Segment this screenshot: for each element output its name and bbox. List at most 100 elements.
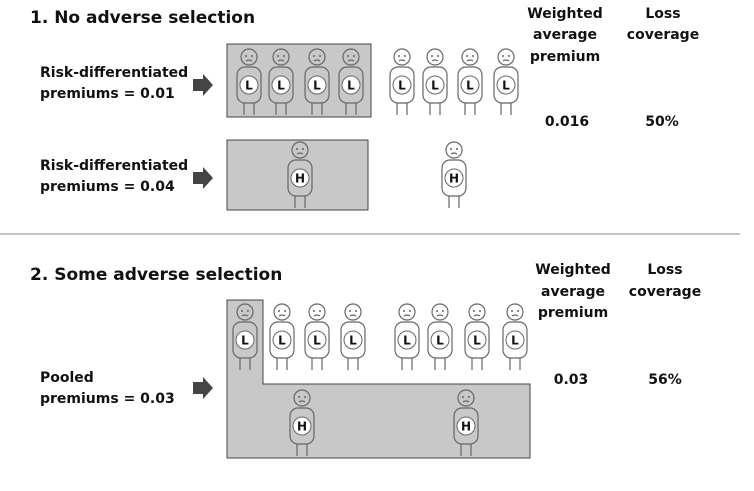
person: L — [464, 303, 490, 370]
body — [287, 159, 313, 197]
row-label: Risk-differentiated — [40, 158, 188, 174]
body — [464, 321, 490, 359]
person: H — [441, 141, 467, 208]
eye — [409, 310, 411, 312]
person: H — [453, 389, 479, 456]
badge — [307, 330, 327, 350]
risk-label: L — [398, 79, 406, 93]
risk-label: L — [347, 79, 355, 93]
mouth — [398, 59, 406, 62]
person: L — [422, 48, 448, 115]
row-label: Risk-differentiated — [40, 65, 188, 81]
person: L — [389, 48, 415, 115]
head — [291, 141, 309, 159]
head — [431, 303, 449, 321]
person: L — [236, 48, 262, 115]
person: L — [457, 48, 483, 115]
mouth — [473, 314, 481, 317]
risk-label: H — [297, 420, 307, 434]
person: H — [289, 389, 315, 456]
risk-label: L — [403, 334, 411, 348]
risk-label: L — [245, 79, 253, 93]
eye — [347, 55, 349, 57]
head — [293, 389, 311, 407]
person: L — [268, 48, 294, 115]
body — [457, 66, 483, 104]
head — [342, 48, 360, 66]
body — [304, 321, 330, 359]
risk-label: L — [349, 334, 357, 348]
badge — [496, 75, 516, 95]
column-header: Loss — [647, 262, 682, 278]
loss-coverage: 56% — [648, 372, 682, 388]
badge — [467, 330, 487, 350]
eye — [277, 55, 279, 57]
body — [289, 407, 315, 445]
person: L — [427, 303, 453, 370]
badge — [272, 330, 292, 350]
eye — [442, 310, 444, 312]
weighted-premium: 0.016 — [545, 114, 589, 130]
column-header: Loss — [645, 6, 680, 22]
eye — [313, 55, 315, 57]
row-label: premiums = 0.01 — [40, 86, 175, 102]
mouth — [298, 400, 306, 403]
eye — [398, 55, 400, 57]
person: L — [493, 48, 519, 115]
arrow — [193, 377, 213, 399]
person: L — [340, 303, 366, 370]
eye — [468, 396, 470, 398]
head — [398, 303, 416, 321]
person: L — [338, 48, 364, 115]
person: H — [287, 141, 313, 208]
mouth — [403, 314, 411, 317]
body — [453, 407, 479, 445]
eye — [517, 310, 519, 312]
column-header: premium — [530, 49, 600, 65]
head — [461, 48, 479, 66]
badge — [392, 75, 412, 95]
eye — [251, 55, 253, 57]
person: L — [304, 48, 330, 115]
risk-label: L — [313, 334, 321, 348]
row-label: premiums = 0.04 — [40, 179, 175, 195]
arrow — [193, 167, 213, 189]
row-label: premiums = 0.03 — [40, 391, 175, 407]
risk-label: L — [313, 79, 321, 93]
risk-label: L — [436, 334, 444, 348]
eye — [278, 310, 280, 312]
head — [236, 303, 254, 321]
risk-label: H — [295, 172, 305, 186]
eye — [241, 310, 243, 312]
eye — [437, 55, 439, 57]
eye — [436, 310, 438, 312]
mouth — [436, 314, 444, 317]
mouth — [431, 59, 439, 62]
body — [493, 66, 519, 104]
section-title: 2. Some adverse selection — [30, 265, 282, 285]
column-header: Weighted — [527, 6, 602, 22]
body — [340, 321, 366, 359]
badge — [271, 75, 291, 95]
section-title: 1. No adverse selection — [30, 8, 255, 28]
body — [394, 321, 420, 359]
risk-label: H — [449, 172, 459, 186]
mouth — [245, 59, 253, 62]
eye — [511, 310, 513, 312]
eye — [313, 310, 315, 312]
risk-label: L — [502, 79, 510, 93]
mouth — [511, 314, 519, 317]
mouth — [462, 400, 470, 403]
risk-label: H — [461, 420, 471, 434]
person: L — [304, 303, 330, 370]
eye — [319, 310, 321, 312]
badge — [307, 75, 327, 95]
badge — [505, 330, 525, 350]
body — [304, 66, 330, 104]
badge — [235, 330, 255, 350]
eye — [473, 310, 475, 312]
eye — [431, 55, 433, 57]
body — [338, 66, 364, 104]
mouth — [277, 59, 285, 62]
body — [268, 66, 294, 104]
